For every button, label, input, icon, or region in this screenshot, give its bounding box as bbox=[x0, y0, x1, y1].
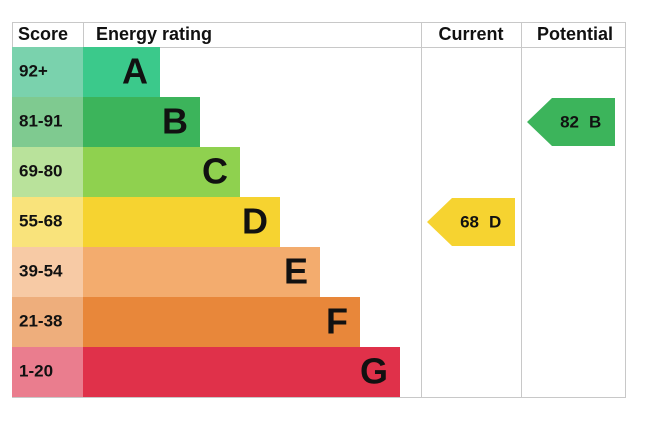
score-cell bbox=[12, 197, 83, 247]
score-cell bbox=[12, 347, 83, 397]
rating-bar bbox=[83, 197, 280, 247]
current-arrow bbox=[427, 198, 515, 246]
current-value: 68 bbox=[460, 212, 479, 231]
potential-value: 82 bbox=[560, 112, 579, 131]
rating-letter: D bbox=[242, 201, 268, 242]
score-cell bbox=[12, 247, 83, 297]
rating-letter: F bbox=[326, 301, 348, 342]
rating-bar bbox=[83, 97, 200, 147]
rating-bar bbox=[83, 147, 240, 197]
score-label: 81-91 bbox=[19, 111, 62, 130]
rating-bar bbox=[83, 247, 320, 297]
score-label: 39-54 bbox=[19, 261, 63, 280]
rating-bar bbox=[83, 297, 360, 347]
score-label: 92+ bbox=[19, 61, 48, 80]
score-label: 21-38 bbox=[19, 311, 62, 330]
score-label: 55-68 bbox=[19, 211, 62, 230]
rating-letter: G bbox=[360, 351, 388, 392]
score-cell bbox=[12, 47, 83, 97]
header-score: Score bbox=[18, 24, 68, 44]
rating-letter: C bbox=[202, 151, 228, 192]
rating-letter: A bbox=[122, 51, 148, 92]
header-energy-rating: Energy rating bbox=[96, 24, 212, 44]
rating-letter: E bbox=[284, 251, 308, 292]
current-letter: D bbox=[489, 212, 501, 231]
rating-letter: B bbox=[162, 101, 188, 142]
potential-arrow bbox=[527, 98, 615, 146]
potential-letter: B bbox=[589, 112, 601, 131]
score-cell bbox=[12, 97, 83, 147]
header-current: Current bbox=[438, 24, 503, 44]
score-cell bbox=[12, 297, 83, 347]
score-label: 1-20 bbox=[19, 361, 53, 380]
rating-bar bbox=[83, 347, 400, 397]
rating-bar bbox=[83, 47, 160, 97]
score-label: 69-80 bbox=[19, 161, 62, 180]
score-cell bbox=[12, 147, 83, 197]
header-potential: Potential bbox=[537, 24, 613, 44]
